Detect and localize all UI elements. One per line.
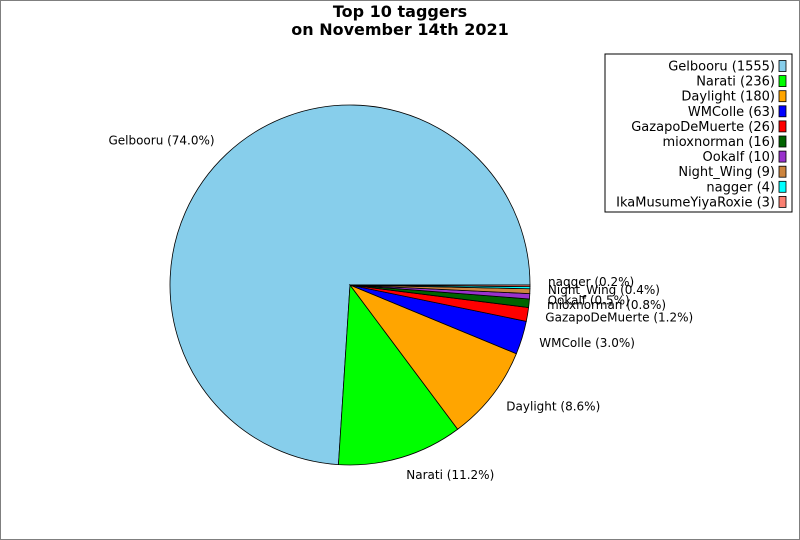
slice-label-ookalf: Ookalf (0.5%) [548, 293, 630, 307]
legend-box [604, 53, 793, 213]
legend-swatch-wmcolle [778, 105, 787, 118]
chart-title-line-1: Top 10 taggers [333, 2, 467, 21]
legend-swatch-mioxnorman [778, 135, 787, 148]
pie-slice-ikamusumeyiyaroxie [349, 284, 531, 288]
pie-slice-narati [338, 283, 459, 466]
legend-label-wmcolle: WMColle (63) [688, 105, 775, 120]
legend-label-gazapodemuerte: GazapoDeMuerte (26) [631, 120, 775, 135]
legend-label-daylight: Daylight (180) [681, 90, 775, 105]
legend-label-night_wing: Night_Wing (9) [678, 165, 775, 180]
legend-label-narati: Narati (236) [696, 75, 775, 90]
legend: Gelbooru (1555)Narati (236)Daylight (180… [604, 53, 793, 213]
legend-swatch-night_wing [778, 165, 787, 178]
slice-label-narati: Narati (11.2%) [406, 468, 494, 482]
legend-swatch-daylight [778, 90, 787, 103]
legend-swatch-gazapodemuerte [778, 120, 787, 133]
slice-label-gelbooru: Gelbooru (74.0%) [108, 134, 214, 148]
slice-label-nagger: nagger (0.2%) [548, 275, 634, 289]
legend-swatch-narati [778, 75, 787, 87]
legend-swatch-gelbooru [778, 60, 787, 72]
legend-label-gelbooru: Gelbooru (1555) [668, 60, 775, 75]
slice-label-mioxnorman: mioxnorman (0.8%) [547, 298, 666, 312]
legend-label-mioxnorman: mioxnorman (16) [662, 135, 775, 150]
legend-swatch-ookalf [778, 150, 787, 163]
slice-label-gazapodemuerte: GazapoDeMuerte (1.2%) [545, 310, 693, 324]
chart-title: Top 10 taggers on November 14th 2021 [291, 2, 508, 39]
slice-label-night_wing: Night_Wing (0.4%) [548, 283, 660, 297]
slice-labels: Gelbooru (74.0%) Narati (11.2%) Daylight (… [108, 134, 693, 482]
pie-slice-daylight [348, 284, 517, 430]
chart-title-line-2: on November 14th 2021 [291, 20, 508, 39]
legend-label-ikamusumeyiyaroxie: IkaMusumeYiyaRoxie (3) [616, 195, 775, 210]
legend-label-nagger: nagger (4) [706, 180, 775, 195]
legend-swatch-ikamusumeyiyaroxie [778, 195, 787, 208]
slice-label-daylight: Daylight (8.6%) [506, 400, 600, 414]
legend-swatch-nagger [778, 180, 787, 193]
slice-label-wmcolle: WMColle (3.0%) [539, 336, 635, 350]
legend-label-ookalf: Ookalf (10) [703, 150, 775, 165]
pie-slices [169, 104, 531, 466]
